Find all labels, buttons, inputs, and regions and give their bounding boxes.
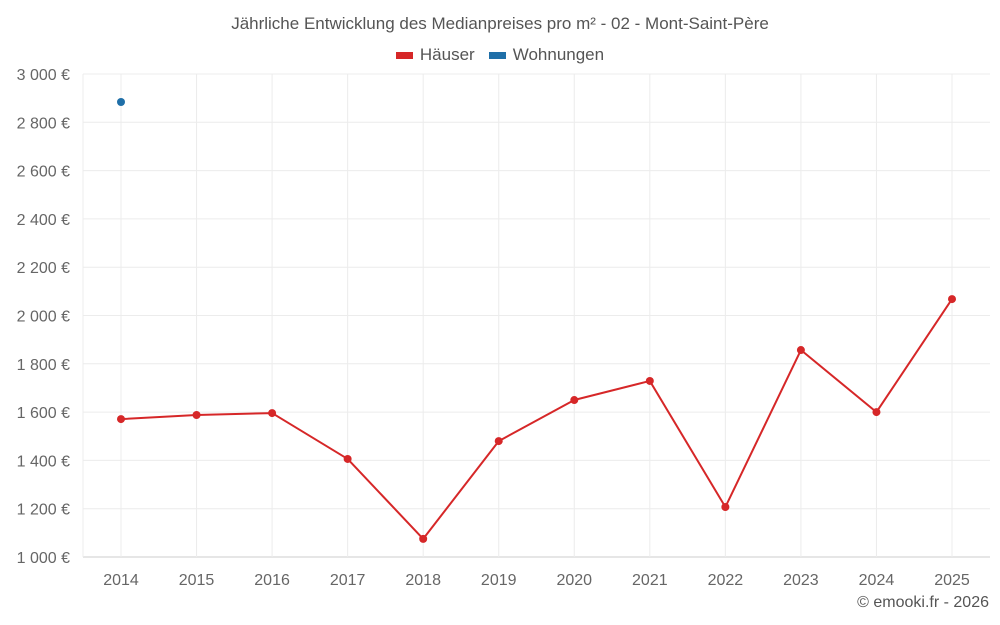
data-point-marker[interactable] (419, 534, 428, 543)
x-tick-label: 2025 (934, 572, 970, 589)
data-point-marker[interactable] (872, 408, 881, 417)
legend: Häuser Wohnungen (0, 45, 1000, 65)
data-point-marker[interactable] (494, 437, 503, 446)
y-tick-label: 1 000 € (17, 550, 70, 567)
x-tick-label: 2020 (556, 572, 592, 589)
legend-label-haeuser: Häuser (419, 45, 475, 64)
legend-item-wohnungen[interactable]: Wohnungen (488, 45, 605, 65)
y-tick-label: 1 400 € (17, 453, 70, 470)
data-point-marker[interactable] (948, 295, 956, 304)
data-point-marker[interactable] (343, 454, 352, 463)
data-point-marker[interactable] (796, 346, 805, 355)
x-tick-label: 2016 (254, 572, 290, 589)
y-tick-label: 2 000 € (17, 309, 70, 326)
y-tick-label: 1 600 € (17, 405, 70, 422)
y-tick-label: 3 000 € (17, 67, 70, 84)
data-point-marker[interactable] (268, 409, 277, 418)
legend-swatch-wohnungen (488, 51, 506, 59)
data-point-marker[interactable] (192, 410, 201, 419)
legend-item-haeuser[interactable]: Häuser (395, 45, 475, 65)
data-point-marker[interactable] (721, 503, 730, 512)
y-tick-label: 2 800 € (17, 115, 70, 132)
x-tick-label: 2015 (179, 572, 215, 589)
y-tick-label: 2 400 € (17, 212, 70, 229)
credit-text: © emooki.fr - 2026 (857, 594, 989, 611)
data-point-marker[interactable] (117, 415, 125, 424)
x-tick-label: 2019 (481, 572, 517, 589)
chart-title: Jährliche Entwicklung des Medianpreises … (231, 14, 769, 33)
x-tick-label: 2022 (708, 572, 744, 589)
x-tick-label: 2021 (632, 572, 668, 589)
data-point-marker[interactable] (570, 396, 579, 405)
x-tick-label: 2023 (783, 572, 819, 589)
x-tick-label: 2014 (103, 572, 139, 589)
series-line-häuser (120, 298, 953, 540)
legend-label-wohnungen: Wohnungen (512, 45, 605, 64)
x-tick-label: 2017 (330, 572, 366, 589)
y-tick-label: 1 200 € (17, 502, 70, 519)
y-tick-label: 2 600 € (17, 164, 70, 181)
x-tick-label: 2018 (405, 572, 441, 589)
y-tick-label: 2 200 € (17, 260, 70, 277)
x-tick-label: 2024 (859, 572, 895, 589)
data-point-marker[interactable] (645, 376, 654, 385)
y-tick-label: 1 800 € (17, 357, 70, 374)
data-point-marker[interactable] (117, 98, 125, 107)
legend-swatch-haeuser (395, 51, 413, 59)
